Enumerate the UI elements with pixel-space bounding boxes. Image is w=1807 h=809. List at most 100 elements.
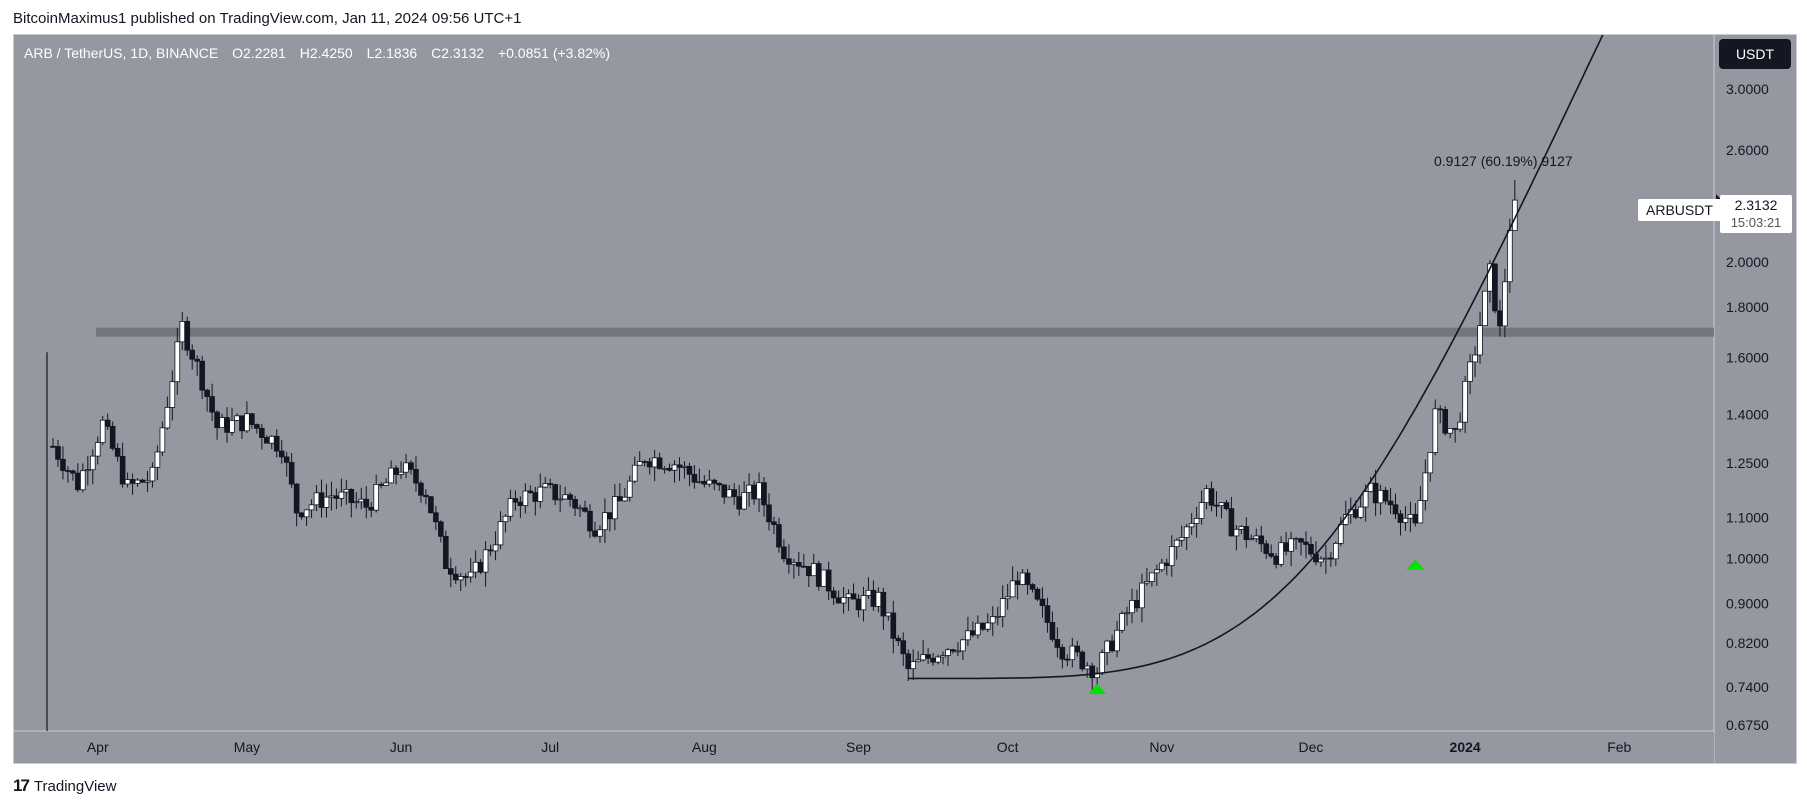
candle-body [1412, 514, 1419, 524]
price-tick-label: 1.1000 [1726, 510, 1769, 526]
candle-body [746, 484, 752, 493]
candle-body [408, 462, 414, 470]
candle-body [910, 661, 916, 670]
candle-body [94, 442, 101, 457]
candle-body [1238, 526, 1245, 530]
candle-body [1074, 645, 1081, 653]
candle-body [1437, 408, 1444, 411]
candle-body [930, 657, 936, 663]
candle-body [1129, 600, 1135, 614]
candle-body [631, 464, 638, 482]
candle-body [626, 480, 633, 498]
candle-body [1467, 361, 1473, 382]
candle-body [1193, 518, 1200, 524]
time-tick-label: May [234, 739, 260, 755]
time-tick-label: Feb [1607, 739, 1631, 755]
candle-body [254, 424, 260, 429]
candle-body [1109, 640, 1115, 652]
candle-body [1104, 640, 1110, 653]
candle-body [815, 563, 822, 587]
candle-body [1218, 502, 1225, 507]
price-tick-label: 1.2500 [1726, 455, 1769, 471]
candle-body [900, 640, 907, 655]
candle-body [994, 616, 1001, 618]
price-tick-label: 1.8000 [1726, 299, 1769, 315]
candle-body [1328, 557, 1334, 560]
candle-body [368, 506, 375, 511]
publisher-credit: BitcoinMaximus1 published on TradingView… [13, 10, 522, 27]
candle-body [875, 591, 882, 607]
candle-body [393, 467, 399, 475]
candle-body [55, 446, 61, 460]
candle-body [452, 573, 459, 581]
candle-body [1298, 538, 1304, 543]
axes: 3.0000 2.6000 2.0000 1.8000 1.6000 1.4000 1.25… [14, 35, 1796, 763]
currency-button[interactable]: USDT [1719, 39, 1791, 69]
candle-body [1248, 538, 1255, 541]
candle-body [89, 455, 96, 471]
candle-body [328, 495, 335, 498]
candle-body [825, 569, 832, 592]
candle-body [1173, 539, 1180, 548]
candle-body [99, 419, 106, 443]
support-zone [96, 327, 1714, 337]
candle-body [1009, 580, 1016, 598]
price-tick-label: 1.0000 [1726, 550, 1769, 566]
candle-body [507, 498, 514, 517]
time-tick-label: Aug [692, 739, 717, 755]
candle-body [1293, 538, 1299, 541]
candle-body [1318, 558, 1324, 563]
chart-pane[interactable]: 3.0000 2.6000 2.0000 1.8000 1.6000 1.4000 1.25… [13, 34, 1797, 764]
candle-body [1154, 569, 1160, 574]
support-band [96, 327, 1714, 337]
candle-body [796, 562, 802, 567]
candle-body [786, 558, 792, 565]
candle-body [244, 413, 250, 432]
candle-body [1362, 491, 1369, 508]
candle-body [1462, 380, 1468, 423]
time-tick-label: Dec [1299, 739, 1324, 755]
candle-body [239, 415, 245, 432]
candle-body [1502, 281, 1508, 327]
candle-body [343, 489, 350, 493]
candle-body [597, 529, 603, 537]
candle-body [358, 498, 365, 503]
candle-body [1263, 543, 1270, 554]
candle-body [1228, 508, 1235, 537]
candle-body [1064, 658, 1071, 661]
candle-body [154, 451, 161, 468]
candle-body [229, 420, 235, 433]
candle-body [975, 622, 981, 636]
candle-body [820, 569, 827, 587]
candle-body [860, 595, 867, 611]
bar-countdown: 15:03:21 [1730, 215, 1782, 230]
candle-body [109, 425, 116, 449]
candle-body [984, 622, 991, 630]
candle-body [537, 486, 544, 502]
candle-body [1303, 541, 1309, 545]
candle-body [1024, 572, 1031, 586]
price-tick-label: 2.6000 [1726, 142, 1769, 158]
candle-body [502, 515, 509, 523]
candle-body [398, 471, 404, 475]
candle-body [761, 482, 767, 506]
candlestick-chart[interactable]: 3.0000 2.6000 2.0000 1.8000 1.6000 1.4000 1.25… [14, 35, 1796, 763]
candle-body [830, 590, 837, 599]
candle-body [1029, 584, 1036, 590]
candle-body [572, 499, 578, 509]
time-tick-label: Oct [997, 739, 1019, 755]
candle-body [114, 447, 121, 457]
candle-body [801, 565, 807, 568]
candle-body [845, 593, 852, 598]
footer-brand[interactable]: 17 TradingView [13, 776, 116, 796]
candle-body [298, 512, 305, 518]
candle-body [1114, 629, 1120, 652]
candle-body [756, 482, 762, 500]
candle-body [1183, 526, 1190, 538]
candle-body [567, 494, 573, 500]
candle-body [1392, 504, 1399, 515]
candle-body [308, 504, 315, 511]
candle-body [945, 649, 951, 656]
symbol-price-tag: ARBUSDT [1638, 199, 1721, 221]
candle-body [1134, 600, 1140, 609]
